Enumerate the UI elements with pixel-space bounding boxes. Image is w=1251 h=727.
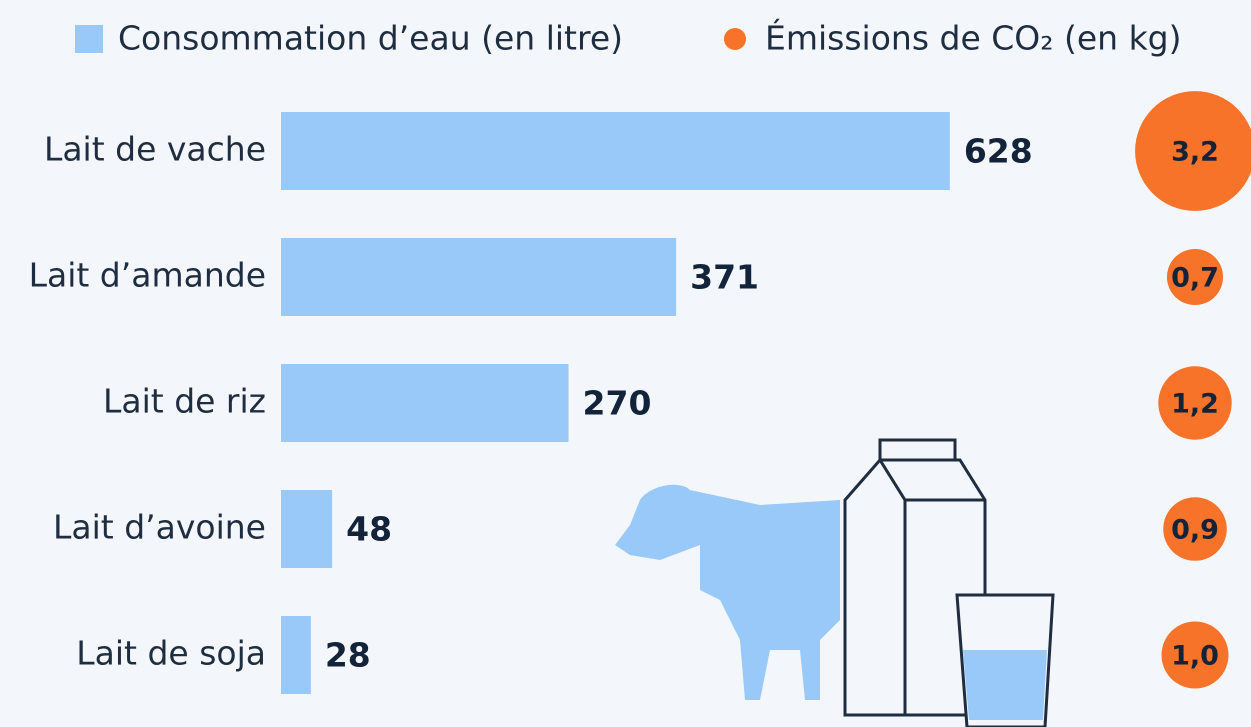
glass-milk <box>963 650 1047 720</box>
legend-label: Consommation d’eau (en litre) <box>118 19 623 58</box>
value-label: 0,9 <box>1171 515 1219 546</box>
bar <box>281 238 676 316</box>
bar <box>281 364 569 442</box>
category-label: Lait de riz <box>103 382 266 421</box>
value-label: 0,7 <box>1171 263 1219 294</box>
value-label: 1,0 <box>1171 641 1219 672</box>
value-label: 628 <box>964 132 1033 171</box>
value-label: 371 <box>690 258 759 297</box>
value-label: 28 <box>325 636 371 675</box>
bar <box>281 490 332 568</box>
bar <box>281 616 311 694</box>
cow-icon <box>615 485 840 700</box>
value-label: 3,2 <box>1171 137 1219 168</box>
value-label: 270 <box>583 384 652 423</box>
legend-label: Émissions de CO₂ (en kg) <box>765 18 1182 58</box>
category-label: Lait de soja <box>76 634 266 673</box>
value-label: 48 <box>346 510 392 549</box>
legend-swatch <box>75 25 103 53</box>
category-label: Lait d’avoine <box>53 508 266 547</box>
category-label: Lait d’amande <box>29 256 266 295</box>
category-label: Lait de vache <box>44 130 266 169</box>
bar <box>281 112 950 190</box>
chart: Consommation d’eau (en litre) Émissions d… <box>0 0 1251 727</box>
illustration <box>615 440 1053 727</box>
legend-swatch <box>724 28 746 50</box>
value-label: 1,2 <box>1171 389 1219 420</box>
